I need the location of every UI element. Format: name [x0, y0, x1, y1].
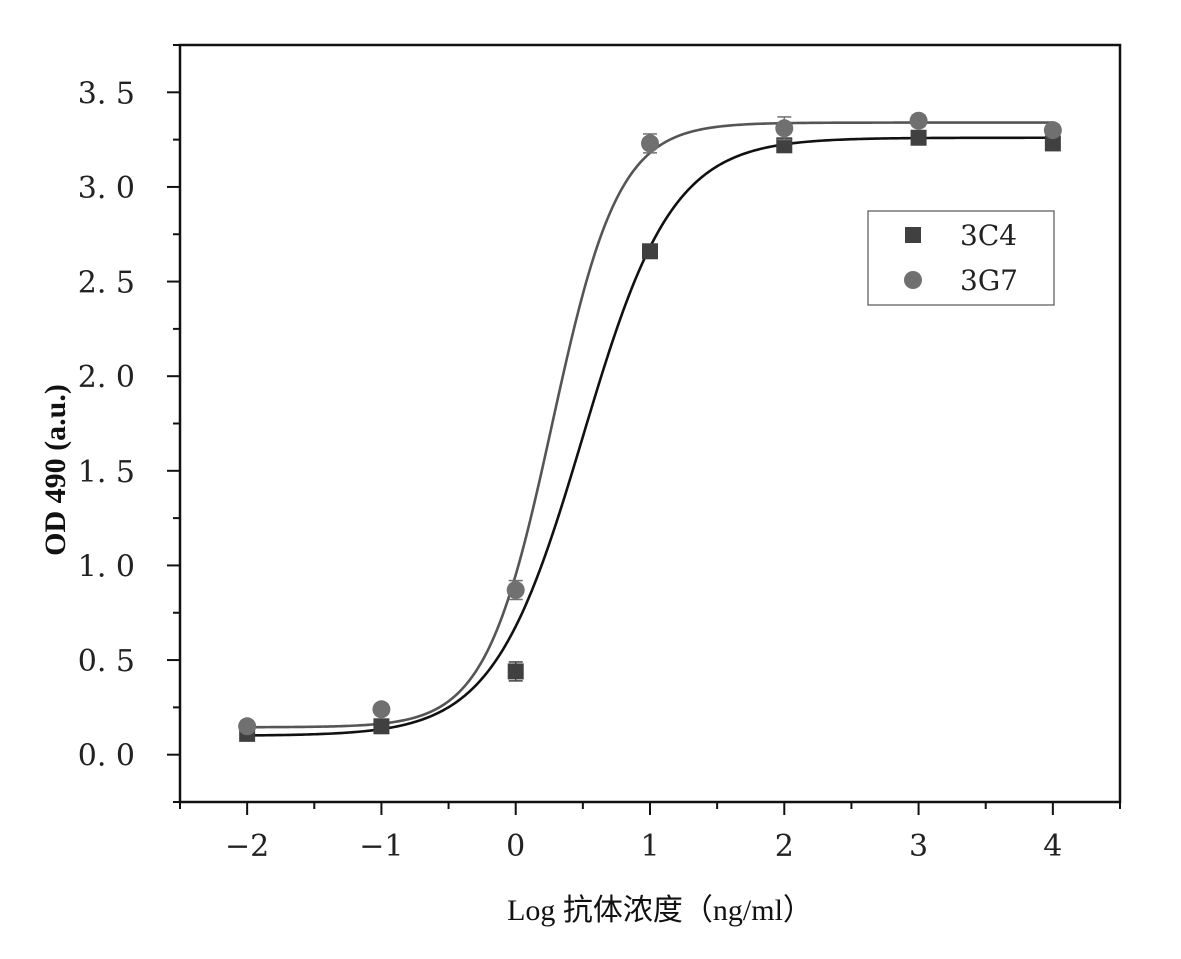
- x-tick-label: 4: [1043, 829, 1062, 864]
- legend-label-3c4: 3C4: [960, 219, 1017, 252]
- legend-marker-3c4: [905, 227, 921, 243]
- data-point-3c4: [910, 129, 927, 146]
- y-tick-label: 1. 5: [78, 455, 135, 490]
- data-point-3g7: [238, 717, 257, 736]
- y-tick-label: 2. 0: [78, 360, 135, 395]
- y-tick-label: 1. 0: [78, 549, 135, 584]
- x-tick-label: −2: [225, 829, 269, 864]
- data-point-3c4: [642, 243, 658, 260]
- data-point-3g7: [506, 581, 525, 600]
- x-tick-label: 1: [640, 829, 659, 864]
- y-tick-label: 3. 5: [78, 76, 135, 111]
- data-point-3g7: [909, 111, 928, 130]
- y-tick-label: 0. 5: [78, 644, 135, 679]
- legend-marker-3g7: [904, 271, 922, 289]
- data-point-3c4: [507, 663, 524, 680]
- legend: 3C4 3G7: [867, 210, 1055, 306]
- data-point-3c4: [373, 718, 390, 735]
- data-point-3c4: [1044, 135, 1061, 152]
- data-point-3g7: [372, 700, 391, 719]
- data-point-3g7: [775, 119, 794, 138]
- data-point-3g7: [641, 134, 659, 153]
- x-tick-label: 0: [506, 829, 525, 864]
- y-tick-label: 0. 0: [78, 739, 135, 774]
- legend-label-3g7: 3G7: [960, 264, 1018, 297]
- data-point-3c4: [776, 137, 793, 154]
- x-axis: −2 −1 0 1 2 3 4: [179, 802, 1121, 864]
- data-point-3g7: [1043, 121, 1062, 140]
- x-axis-title: Log 抗体浓度（ng/ml）: [507, 894, 813, 927]
- y-axis-title: OD 490 (a.u.): [39, 384, 72, 556]
- legend-box: [867, 210, 1055, 306]
- x-tick-label: 3: [909, 829, 928, 864]
- y-tick-label: 3. 0: [78, 171, 135, 206]
- x-tick-label: 2: [775, 829, 794, 864]
- data-points: [238, 111, 1062, 742]
- plot-frame: [178, 43, 1122, 804]
- x-tick-label: −1: [359, 829, 403, 864]
- y-tick-label: 2. 5: [78, 266, 135, 301]
- y-axis: 0. 0 0. 5 1. 0 1. 5 2. 0 2. 5 3. 0 3. 5: [78, 44, 180, 803]
